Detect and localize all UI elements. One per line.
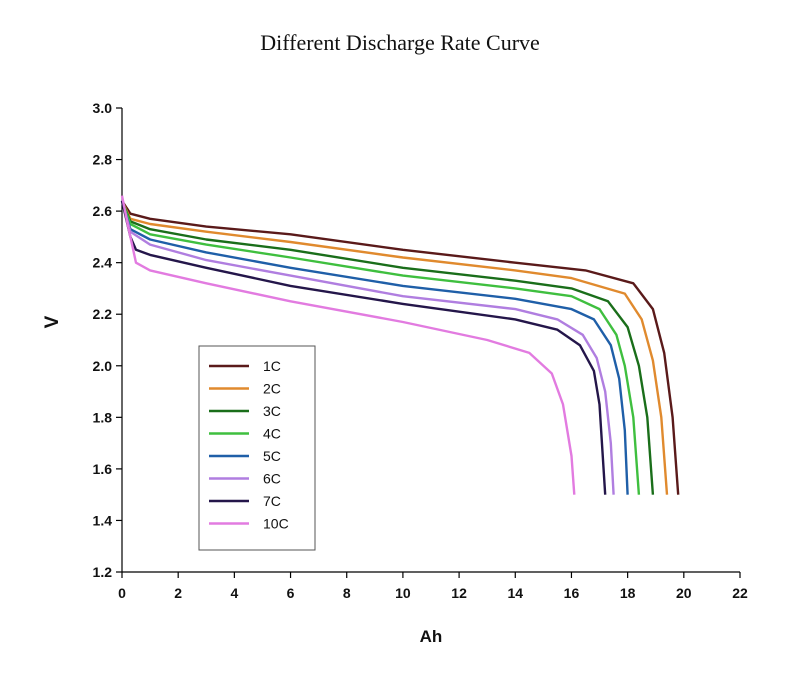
legend-label: 2C xyxy=(263,381,281,397)
series-line-1C xyxy=(120,200,680,495)
legend-label: 6C xyxy=(263,471,281,487)
axes: 1.2 1.4 1.6 1.8 2.0 2.2 2.4 2.6 2.8 3.0 0 2 4 6 8 10 12 1… xyxy=(42,100,748,646)
y-tick-label: 1.2 xyxy=(93,564,113,580)
x-tick-label: 4 xyxy=(230,585,238,601)
series-line-5C xyxy=(120,200,629,495)
y-tick-label: 2.6 xyxy=(93,203,113,219)
legend-label: 1C xyxy=(263,358,281,374)
series-line-3C xyxy=(120,200,655,495)
y-tick-label: 2.8 xyxy=(93,152,113,168)
legend-box xyxy=(198,345,316,551)
y-tick-label: 2.2 xyxy=(93,306,113,322)
legend-label: 10C xyxy=(263,516,289,532)
legend-label: 7C xyxy=(263,493,281,509)
y-axis-label: V xyxy=(42,315,63,328)
x-tick-label: 10 xyxy=(395,585,411,601)
x-tick-label: 22 xyxy=(732,585,748,601)
y-tick-label: 1.4 xyxy=(93,512,113,528)
x-axis-label: Ah xyxy=(420,627,443,646)
x-tick-label: 20 xyxy=(676,585,692,601)
series-line-6C xyxy=(120,200,615,495)
legend-label: 3C xyxy=(263,403,281,419)
x-tick-label: 16 xyxy=(564,585,580,601)
series-line-10C xyxy=(120,195,576,495)
x-tick-label: 14 xyxy=(507,585,523,601)
y-tick-label: 1.6 xyxy=(93,461,113,477)
x-tick-label: 18 xyxy=(620,585,636,601)
y-tick-label: 2.4 xyxy=(93,255,113,271)
y-tick-label: 1.8 xyxy=(93,409,113,425)
legend-label: 4C xyxy=(263,426,281,442)
legend: 1C 2C 3C 4C 5C 6C 7C 10C xyxy=(198,345,316,551)
chart-title: Different Discharge Rate Curve xyxy=(260,30,540,55)
x-tick-label: 8 xyxy=(343,585,351,601)
series-line-7C xyxy=(120,200,607,495)
legend-label: 5C xyxy=(263,448,281,464)
series-lines xyxy=(120,195,680,495)
x-tick-label: 2 xyxy=(174,585,182,601)
y-tick-label: 2.0 xyxy=(93,358,113,374)
x-tick-label: 0 xyxy=(118,585,126,601)
series-line-2C xyxy=(120,200,669,495)
series-line-4C xyxy=(120,200,641,495)
x-tick-label: 12 xyxy=(451,585,467,601)
y-tick-label: 3.0 xyxy=(93,100,113,116)
x-tick-label: 6 xyxy=(287,585,295,601)
